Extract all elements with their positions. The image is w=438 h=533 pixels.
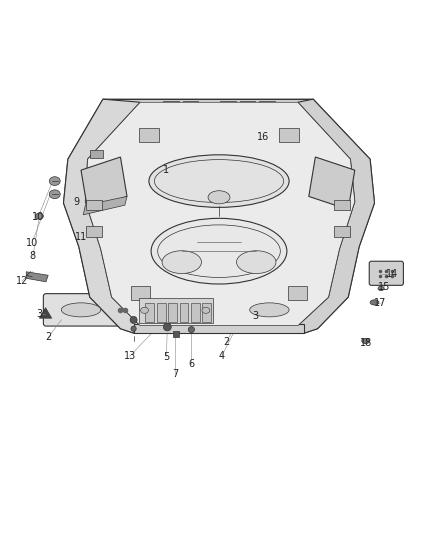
FancyBboxPatch shape: [180, 303, 188, 322]
Ellipse shape: [61, 303, 101, 317]
Ellipse shape: [188, 327, 194, 333]
FancyBboxPatch shape: [163, 101, 179, 109]
FancyBboxPatch shape: [288, 286, 307, 300]
Ellipse shape: [370, 300, 379, 305]
FancyBboxPatch shape: [43, 294, 125, 326]
FancyBboxPatch shape: [139, 128, 159, 142]
Polygon shape: [134, 324, 304, 333]
FancyBboxPatch shape: [191, 303, 200, 322]
Ellipse shape: [162, 251, 201, 273]
FancyBboxPatch shape: [173, 332, 179, 337]
Text: 16: 16: [257, 132, 269, 142]
Text: 11: 11: [75, 232, 87, 242]
Text: 15: 15: [378, 281, 391, 292]
FancyBboxPatch shape: [145, 303, 154, 322]
Polygon shape: [81, 157, 127, 209]
Text: 18: 18: [360, 338, 372, 348]
FancyBboxPatch shape: [86, 226, 102, 237]
Ellipse shape: [202, 307, 210, 313]
Text: 10: 10: [32, 213, 44, 222]
Text: 14: 14: [386, 269, 398, 279]
Text: 9: 9: [74, 197, 80, 207]
Text: 12: 12: [16, 276, 28, 286]
Ellipse shape: [250, 303, 289, 317]
Polygon shape: [26, 272, 48, 282]
Text: 2: 2: [223, 337, 230, 347]
Polygon shape: [300, 308, 312, 318]
FancyBboxPatch shape: [220, 101, 236, 109]
FancyBboxPatch shape: [334, 226, 350, 237]
Polygon shape: [103, 99, 313, 110]
FancyBboxPatch shape: [259, 101, 275, 109]
FancyBboxPatch shape: [334, 200, 350, 211]
Ellipse shape: [49, 190, 60, 199]
Ellipse shape: [149, 155, 289, 207]
Polygon shape: [309, 157, 355, 209]
FancyBboxPatch shape: [131, 286, 150, 300]
FancyBboxPatch shape: [279, 128, 299, 142]
Text: 10: 10: [26, 238, 38, 248]
FancyBboxPatch shape: [240, 101, 255, 109]
FancyBboxPatch shape: [183, 101, 198, 109]
Ellipse shape: [141, 307, 148, 313]
Ellipse shape: [130, 317, 137, 324]
Ellipse shape: [237, 251, 276, 273]
Text: 13: 13: [124, 351, 136, 361]
Polygon shape: [83, 197, 127, 215]
Ellipse shape: [163, 323, 171, 331]
Polygon shape: [39, 308, 52, 318]
Ellipse shape: [378, 286, 384, 290]
FancyBboxPatch shape: [157, 303, 166, 322]
Ellipse shape: [208, 191, 230, 204]
Text: 3: 3: [36, 309, 42, 319]
Text: 3: 3: [253, 311, 259, 321]
Ellipse shape: [151, 219, 287, 284]
Polygon shape: [64, 99, 140, 333]
Text: 4: 4: [219, 351, 225, 361]
FancyBboxPatch shape: [168, 303, 177, 322]
Text: 2: 2: [45, 333, 51, 343]
Text: 17: 17: [374, 298, 386, 308]
Polygon shape: [85, 102, 355, 326]
Ellipse shape: [362, 338, 370, 344]
FancyBboxPatch shape: [90, 150, 103, 158]
Text: 8: 8: [30, 252, 36, 261]
Text: 7: 7: [172, 369, 178, 379]
Ellipse shape: [35, 213, 43, 219]
Polygon shape: [64, 99, 374, 333]
FancyBboxPatch shape: [139, 298, 213, 324]
Polygon shape: [298, 99, 374, 333]
FancyBboxPatch shape: [133, 292, 219, 329]
FancyBboxPatch shape: [225, 294, 307, 326]
FancyBboxPatch shape: [86, 200, 102, 211]
Ellipse shape: [131, 326, 136, 332]
Text: 1: 1: [163, 165, 170, 175]
Text: 6: 6: [188, 359, 194, 369]
Ellipse shape: [49, 177, 60, 185]
FancyBboxPatch shape: [202, 303, 211, 322]
Text: 5: 5: [163, 352, 170, 362]
FancyBboxPatch shape: [369, 261, 403, 285]
